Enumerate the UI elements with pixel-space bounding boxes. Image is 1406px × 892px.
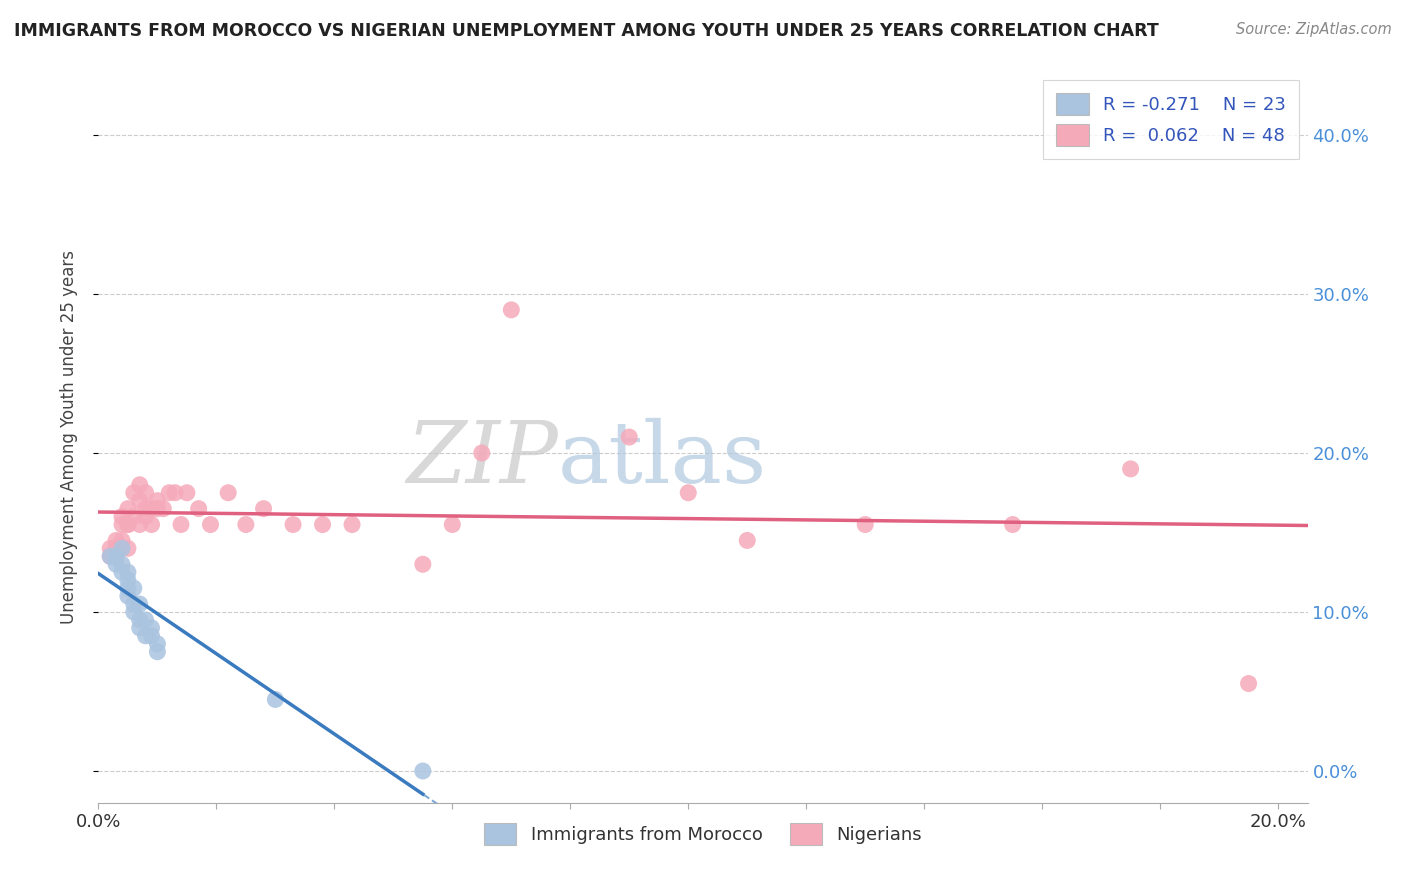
Point	[105, 533, 128, 548]
Point	[128, 613, 150, 627]
Point	[117, 581, 139, 595]
Point	[152, 501, 174, 516]
Point	[117, 589, 139, 603]
Point	[105, 549, 128, 564]
Point	[471, 446, 494, 460]
Point	[128, 597, 150, 611]
Point	[111, 566, 134, 580]
Point	[141, 517, 163, 532]
Point	[176, 485, 198, 500]
Point	[146, 645, 169, 659]
Point	[111, 541, 134, 556]
Point	[117, 541, 139, 556]
Point	[412, 764, 434, 778]
Point	[157, 485, 180, 500]
Point	[141, 629, 163, 643]
Point	[117, 517, 139, 532]
Point	[735, 533, 758, 548]
Point	[141, 621, 163, 635]
Point	[105, 558, 128, 572]
Point	[135, 485, 157, 500]
Text: atlas: atlas	[558, 417, 768, 500]
Point	[1119, 462, 1142, 476]
Point	[128, 477, 150, 491]
Point	[311, 517, 333, 532]
Text: Source: ZipAtlas.com: Source: ZipAtlas.com	[1236, 22, 1392, 37]
Legend: Immigrants from Morocco, Nigerians: Immigrants from Morocco, Nigerians	[470, 809, 936, 860]
Point	[200, 517, 222, 532]
Point	[412, 558, 434, 572]
Point	[678, 485, 700, 500]
Point	[117, 517, 139, 532]
Point	[264, 692, 287, 706]
Point	[135, 613, 157, 627]
Point	[619, 430, 641, 444]
Point	[187, 501, 209, 516]
Point	[146, 493, 169, 508]
Point	[170, 517, 193, 532]
Point	[281, 517, 304, 532]
Point	[128, 621, 150, 635]
Point	[111, 509, 134, 524]
Point	[235, 517, 257, 532]
Point	[122, 581, 145, 595]
Point	[146, 637, 169, 651]
Point	[98, 549, 121, 564]
Point	[141, 501, 163, 516]
Point	[111, 558, 134, 572]
Point	[340, 517, 363, 532]
Point	[122, 509, 145, 524]
Point	[853, 517, 876, 532]
Point	[128, 493, 150, 508]
Point	[128, 517, 150, 532]
Point	[105, 549, 128, 564]
Point	[1237, 676, 1260, 690]
Point	[105, 541, 128, 556]
Point	[146, 501, 169, 516]
Point	[117, 573, 139, 587]
Point	[117, 501, 139, 516]
Point	[135, 501, 157, 516]
Point	[217, 485, 239, 500]
Point	[1001, 517, 1024, 532]
Point	[98, 541, 121, 556]
Point	[122, 597, 145, 611]
Point	[111, 533, 134, 548]
Point	[122, 485, 145, 500]
Point	[165, 485, 187, 500]
Point	[501, 302, 523, 317]
Point	[135, 509, 157, 524]
Text: ZIP: ZIP	[406, 417, 558, 500]
Point	[441, 517, 464, 532]
Text: IMMIGRANTS FROM MOROCCO VS NIGERIAN UNEMPLOYMENT AMONG YOUTH UNDER 25 YEARS CORR: IMMIGRANTS FROM MOROCCO VS NIGERIAN UNEM…	[14, 22, 1159, 40]
Point	[122, 605, 145, 619]
Point	[135, 629, 157, 643]
Point	[111, 517, 134, 532]
Point	[98, 549, 121, 564]
Y-axis label: Unemployment Among Youth under 25 years: Unemployment Among Youth under 25 years	[59, 250, 77, 624]
Point	[252, 501, 274, 516]
Point	[117, 566, 139, 580]
